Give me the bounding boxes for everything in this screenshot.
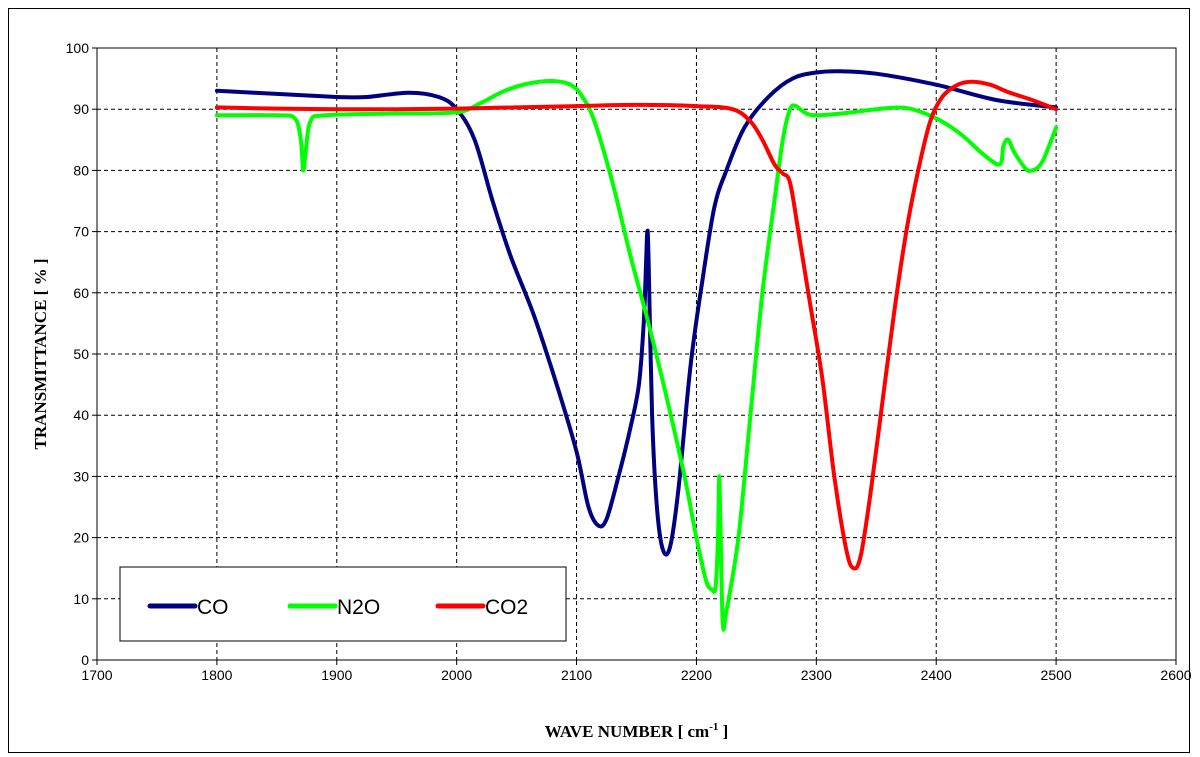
legend-label-n2o: N2O <box>337 596 380 619</box>
y-tick-label: 50 <box>73 346 89 362</box>
series <box>214 69 1059 632</box>
x-tick-label: 2400 <box>921 667 952 683</box>
x-axis-title-superscript: -1 <box>709 721 718 733</box>
axes: 1700 1800 1900 2000 2100 2200 2300 2400 2500 2600… <box>66 40 1192 683</box>
x-tick-label: 1700 <box>81 667 112 683</box>
x-tick-label: 2600 <box>1160 667 1191 683</box>
x-tick-label: 1900 <box>321 667 352 683</box>
series-line-co <box>214 69 1059 557</box>
series-line-n2o <box>214 78 1059 632</box>
series-line-co2 <box>214 79 1059 571</box>
y-tick-label: 80 <box>73 162 89 178</box>
grid <box>97 48 1176 660</box>
y-tick-label: 20 <box>73 530 89 546</box>
x-tick-label: 2200 <box>681 667 712 683</box>
x-tick-label: 2300 <box>801 667 832 683</box>
x-axis-title: WAVE NUMBER [ cm-1 ] <box>545 721 729 741</box>
y-tick-label: 30 <box>73 468 89 484</box>
y-tick-label: 0 <box>81 652 89 668</box>
y-tick-label: 40 <box>73 407 89 423</box>
x-axis-title-main: WAVE NUMBER [ cm <box>545 722 710 741</box>
legend-label-co: CO <box>197 596 229 619</box>
y-tick-label: 100 <box>66 40 90 56</box>
x-tick-label: 2100 <box>561 667 592 683</box>
y-axis-title: TRANSMITTANCE [ % ] <box>31 259 50 450</box>
legend: CO N2O CO2 <box>119 566 567 642</box>
x-tick-label: 2000 <box>441 667 472 683</box>
y-tick-label: 60 <box>73 285 89 301</box>
y-tick-label: 70 <box>73 224 89 240</box>
y-tick-label: 90 <box>73 101 89 117</box>
x-tick-label: 1800 <box>201 667 232 683</box>
x-axis-title-suffix: ] <box>718 722 728 741</box>
x-tick-label: 2500 <box>1041 667 1072 683</box>
y-tick-label: 10 <box>73 591 89 607</box>
legend-label-co2: CO2 <box>485 596 528 619</box>
